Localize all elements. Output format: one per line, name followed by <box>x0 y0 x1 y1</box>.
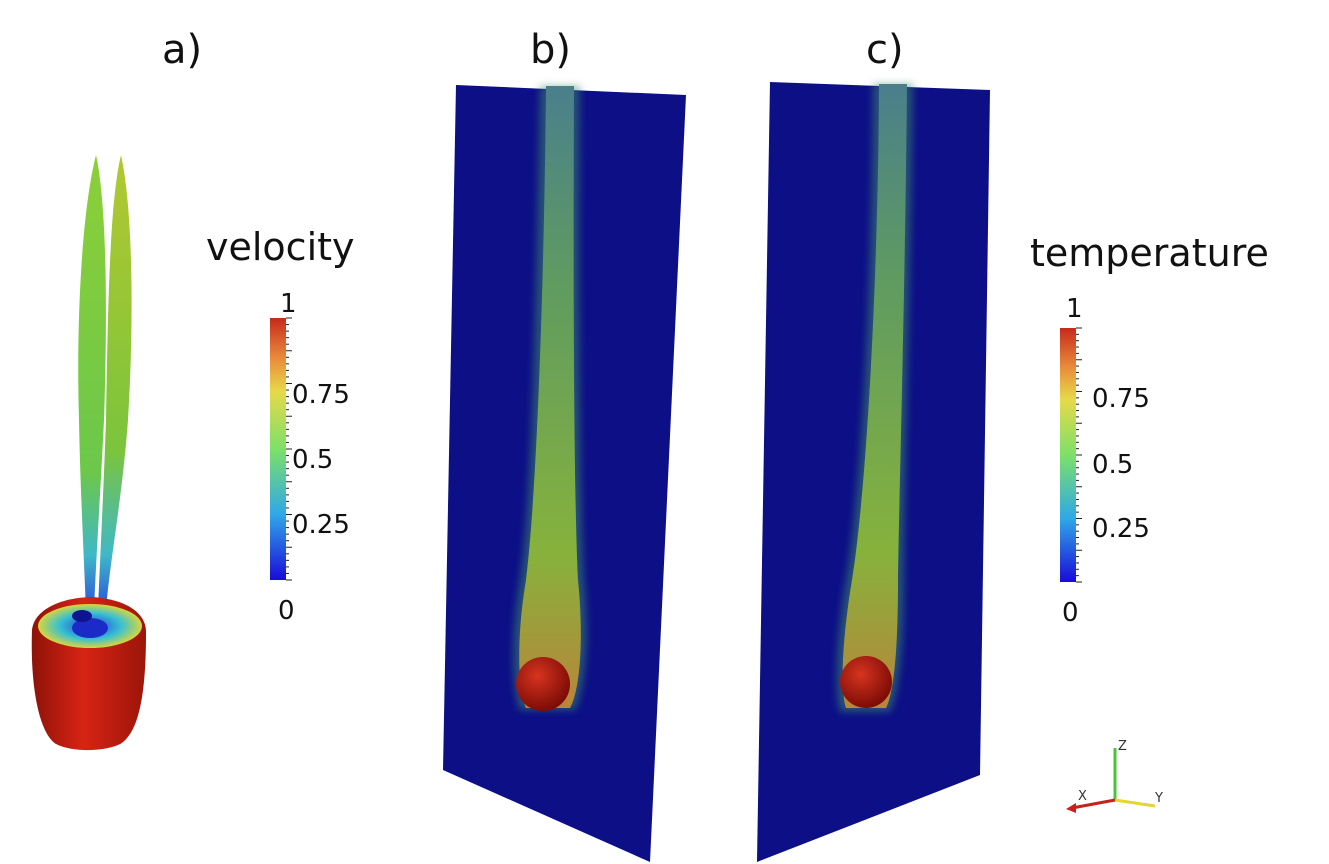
velocity-isosurface <box>31 155 147 751</box>
velocity-plume <box>519 86 581 708</box>
temperature-tick-05: 0.5 <box>1092 450 1134 480</box>
x-axis-label: X <box>1078 789 1087 804</box>
temperature-tick-1: 1 <box>1066 294 1083 324</box>
z-axis-label: Z <box>1118 739 1127 754</box>
velocity-sphere <box>516 657 570 711</box>
isosurface-cup-hole <box>72 610 92 622</box>
y-axis-label: Y <box>1154 791 1163 806</box>
velocity-slice-panel <box>443 85 686 862</box>
panel-label-b: b) <box>530 27 571 73</box>
isosurface-lobe-right <box>98 155 132 610</box>
temperature-tick-075: 0.75 <box>1092 384 1150 414</box>
velocity-tick-025: 0.25 <box>292 510 350 540</box>
temperature-tick-025: 0.25 <box>1092 514 1150 544</box>
temperature-legend-title: temperature <box>1030 231 1269 275</box>
velocity-tick-075: 0.75 <box>292 380 350 410</box>
x-axis-arrowhead <box>1066 803 1076 813</box>
y-axis-arrow <box>1114 798 1156 808</box>
x-axis-arrow <box>1071 798 1116 810</box>
isosurface-cup-inner <box>72 618 108 638</box>
velocity-tick-05: 0.5 <box>292 445 334 475</box>
axes-triad: Z Y X <box>1066 739 1163 813</box>
panel-label-c: c) <box>866 27 904 73</box>
velocity-tick-0: 0 <box>278 596 295 626</box>
temperature-tick-0: 0 <box>1062 598 1079 628</box>
velocity-colorbar-gradient <box>270 318 286 580</box>
velocity-colorbar <box>270 317 292 581</box>
temperature-sphere <box>840 656 892 708</box>
temperature-plume <box>842 84 907 708</box>
panel-label-a: a) <box>162 27 203 73</box>
velocity-tick-1: 1 <box>280 289 297 319</box>
velocity-legend-title: velocity <box>206 225 355 269</box>
isosurface-lobe-left <box>78 155 106 610</box>
temperature-colorbar <box>1060 327 1082 583</box>
temperature-slice-panel <box>757 82 990 862</box>
temperature-colorbar-gradient <box>1060 328 1076 582</box>
